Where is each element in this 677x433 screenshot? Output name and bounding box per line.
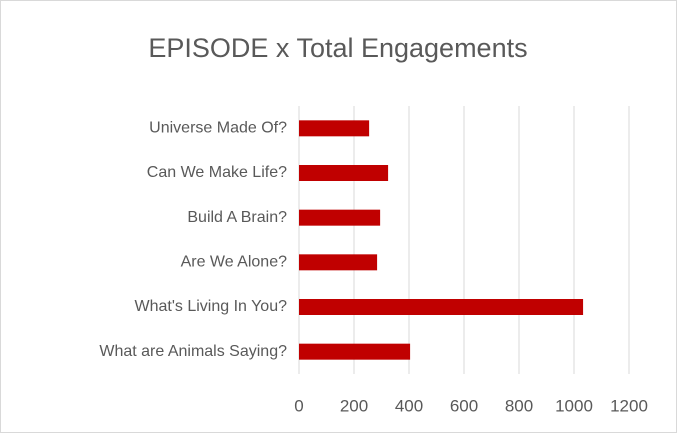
chart-title: EPISODE x Total Engagements — [148, 33, 527, 63]
bar — [299, 209, 381, 226]
y-tick-label: Universe Made Of? — [149, 120, 287, 137]
bar — [299, 254, 378, 271]
x-tick-label: 200 — [340, 396, 368, 415]
x-tick-label: 800 — [505, 396, 533, 415]
bar — [299, 165, 389, 181]
y-tick-label: What's Living In You? — [135, 298, 288, 315]
y-tick-label: What are Animals Saying? — [99, 343, 287, 360]
bar — [299, 120, 370, 137]
x-tick-label: 600 — [450, 396, 478, 415]
y-tick-label: Can We Make Life? — [147, 164, 287, 181]
y-tick-label: Are We Alone? — [181, 254, 288, 271]
bar — [299, 299, 584, 315]
x-tick-label: 0 — [294, 396, 303, 415]
x-tick-label: 400 — [395, 396, 423, 415]
bar — [299, 343, 411, 360]
x-tick-label: 1000 — [555, 396, 593, 415]
x-tick-label: 1200 — [610, 396, 648, 415]
y-tick-label: Build A Brain? — [187, 209, 287, 226]
